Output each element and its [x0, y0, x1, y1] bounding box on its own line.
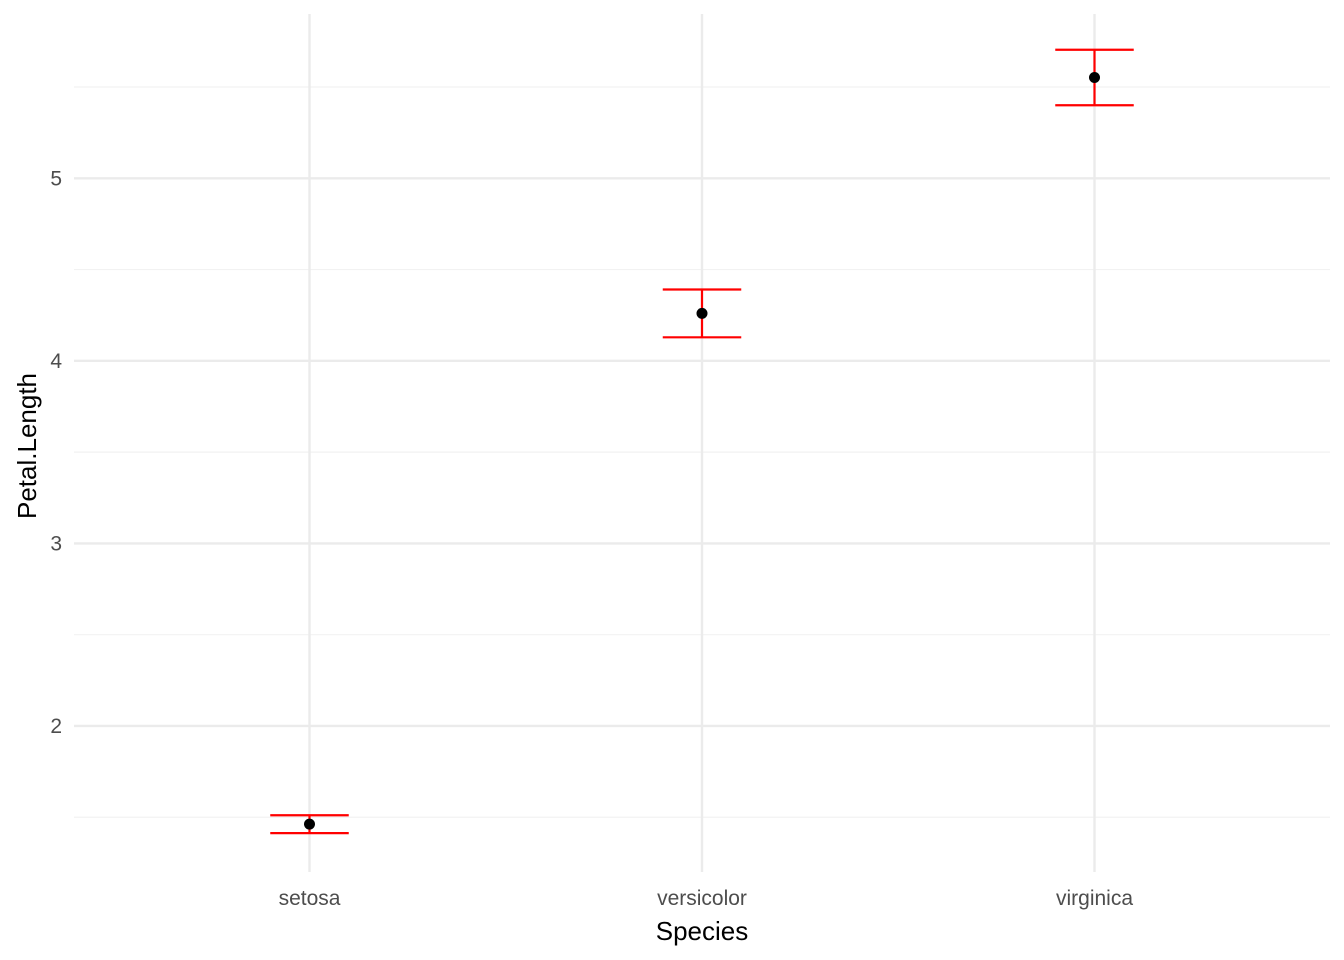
x-axis-title: Species [656, 916, 749, 946]
y-tick-label: 3 [50, 532, 62, 555]
y-axis-title: Petal.Length [12, 373, 42, 519]
major-gridlines [74, 14, 1330, 872]
x-tick-label: virginica [1056, 887, 1133, 910]
x-tick-label: setosa [279, 887, 341, 910]
y-tick-label: 2 [50, 715, 62, 738]
mean-point-versicolor [696, 307, 708, 319]
mean-point-virginica [1089, 72, 1100, 84]
x-tick-label: versicolor [657, 887, 747, 910]
y-tick-label: 4 [50, 350, 62, 373]
y-axis-tick-labels: 2 3 4 5 [50, 167, 62, 738]
y-tick-label: 5 [50, 167, 62, 190]
x-axis-tick-labels: setosa versicolor virginica [279, 887, 1134, 910]
mean-point-setosa [304, 818, 315, 830]
mean-points [304, 72, 1100, 830]
